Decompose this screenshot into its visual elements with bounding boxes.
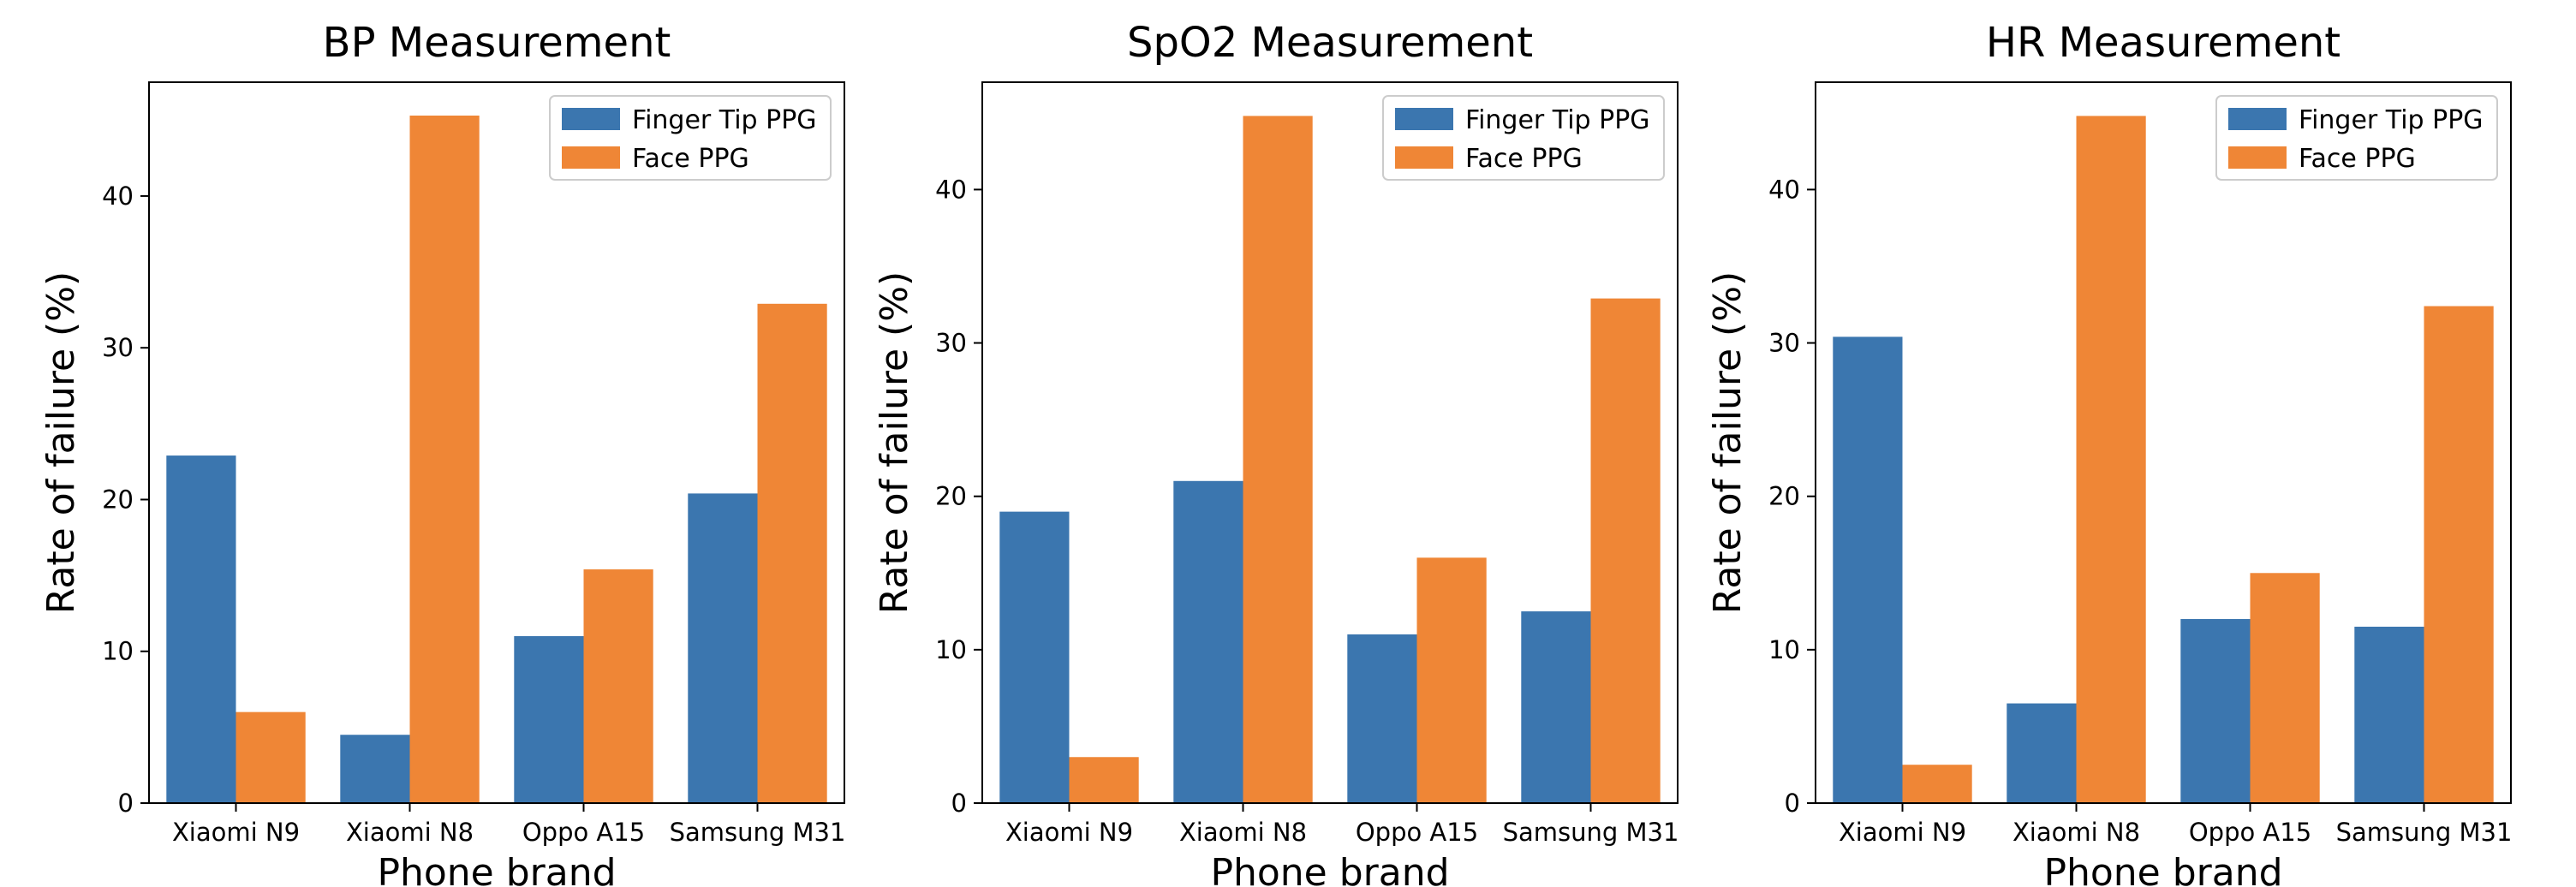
legend-label: Face PPG (632, 144, 749, 174)
bar-finger-tip-ppg-2 (1173, 480, 1243, 803)
y-tick-label: 0 (951, 789, 967, 818)
x-axis-label: Phone brand (377, 851, 616, 887)
bar-face-ppg-1 (236, 711, 306, 803)
x-tick-label: Xiaomi N8 (2012, 818, 2140, 847)
x-tick-label: Samsung M31 (2336, 818, 2513, 847)
y-tick-label: 0 (1785, 789, 1800, 818)
y-tick-label: 30 (102, 333, 134, 362)
legend-swatch-1 (562, 108, 620, 130)
bar-finger-tip-ppg-2 (2007, 703, 2077, 803)
legend: Finger Tip PPG Face PPG (1382, 95, 1665, 181)
y-tick-label: 20 (1768, 482, 1800, 511)
bar-finger-tip-ppg-4 (2354, 626, 2424, 803)
bar-face-ppg-4 (1590, 298, 1661, 804)
bar-finger-tip-ppg-1 (999, 511, 1070, 803)
x-tick-label: Xiaomi N8 (346, 818, 474, 847)
y-tick-label: 40 (935, 175, 967, 204)
y-tick-label: 20 (102, 485, 134, 514)
x-axis-label: Phone brand (2043, 851, 2282, 887)
x-tick-label: Xiaomi N9 (1005, 818, 1133, 847)
bar-face-ppg-4 (757, 303, 827, 803)
y-axis-label: Rate of failure (%) (1706, 271, 1750, 614)
x-tick-label: Xiaomi N9 (1839, 818, 1966, 847)
bar-finger-tip-ppg-1 (1833, 336, 1903, 804)
x-tick-label: Xiaomi N8 (1179, 818, 1307, 847)
x-tick-label: Samsung M31 (1503, 818, 1679, 847)
bar-face-ppg-3 (1416, 557, 1487, 803)
plot-frame (1815, 81, 2512, 804)
y-tick-label: 10 (935, 635, 967, 664)
y-tick-label: 30 (1768, 329, 1800, 358)
legend-label: Finger Tip PPG (1465, 105, 1650, 135)
bar-finger-tip-ppg-2 (340, 735, 410, 803)
bar-finger-tip-ppg-4 (688, 493, 758, 803)
x-tick-label: Samsung M31 (670, 818, 846, 847)
y-axis-label: Rate of failure (%) (873, 271, 916, 614)
bar-face-ppg-2 (1243, 116, 1313, 803)
bar-face-ppg-4 (2424, 306, 2494, 803)
bar-face-ppg-3 (2250, 573, 2320, 803)
legend-swatch-2 (1395, 146, 1453, 169)
x-axis-label: Phone brand (1210, 851, 1449, 887)
y-tick-label: 10 (102, 637, 134, 666)
chart-panel-2: SpO2 Measurement 0 10 20 30 40 Xiaomi N9 Xiaomi… (873, 19, 1679, 887)
legend-swatch-2 (562, 146, 620, 169)
legend-label: Face PPG (2299, 144, 2416, 174)
legend: Finger Tip PPG Face PPG (2215, 95, 2498, 181)
bar-finger-tip-ppg-3 (1347, 634, 1417, 803)
bar-finger-tip-ppg-1 (166, 455, 236, 803)
bar-face-ppg-1 (1902, 765, 1972, 803)
legend-label: Finger Tip PPG (2299, 105, 2484, 135)
bar-finger-tip-ppg-3 (2180, 619, 2251, 803)
x-tick-label: Oppo A15 (2189, 818, 2311, 847)
bar-finger-tip-ppg-4 (1521, 611, 1591, 803)
chart-panel-1: BP Measurement 0 10 20 30 40 Xiaomi N9 Xiaomi N… (39, 19, 845, 887)
bar-face-ppg-1 (1069, 757, 1139, 803)
legend-label: Face PPG (1465, 144, 1583, 174)
x-tick-label: Oppo A15 (522, 818, 645, 847)
bar-face-ppg-2 (409, 115, 480, 803)
y-tick-label: 40 (1768, 175, 1800, 204)
y-tick-label: 10 (1768, 635, 1800, 664)
chart-title: HR Measurement (1986, 19, 2340, 67)
y-tick-label: 0 (118, 789, 134, 818)
legend-swatch-2 (2228, 146, 2287, 169)
x-tick-label: Oppo A15 (1356, 818, 1478, 847)
legend-swatch-1 (2228, 108, 2287, 130)
y-tick-label: 40 (102, 182, 134, 211)
bar-face-ppg-2 (2076, 116, 2146, 803)
legend-swatch-1 (1395, 108, 1453, 130)
y-axis-label: Rate of failure (%) (39, 271, 83, 614)
bar-finger-tip-ppg-3 (514, 636, 584, 803)
chart-panel-3: HR Measurement 0 10 20 30 40 Xiaomi N9 Xiaomi N… (1706, 19, 2512, 887)
legend-label: Finger Tip PPG (632, 105, 817, 135)
x-tick-label: Xiaomi N9 (172, 818, 300, 847)
plot-frame (981, 81, 1679, 804)
plot-frame (148, 81, 845, 804)
chart-title: SpO2 Measurement (1127, 19, 1533, 67)
chart-title: BP Measurement (323, 19, 671, 67)
bar-face-ppg-3 (583, 569, 653, 803)
legend: Finger Tip PPG Face PPG (549, 95, 832, 181)
y-tick-label: 30 (935, 329, 967, 358)
y-tick-label: 20 (935, 482, 967, 511)
